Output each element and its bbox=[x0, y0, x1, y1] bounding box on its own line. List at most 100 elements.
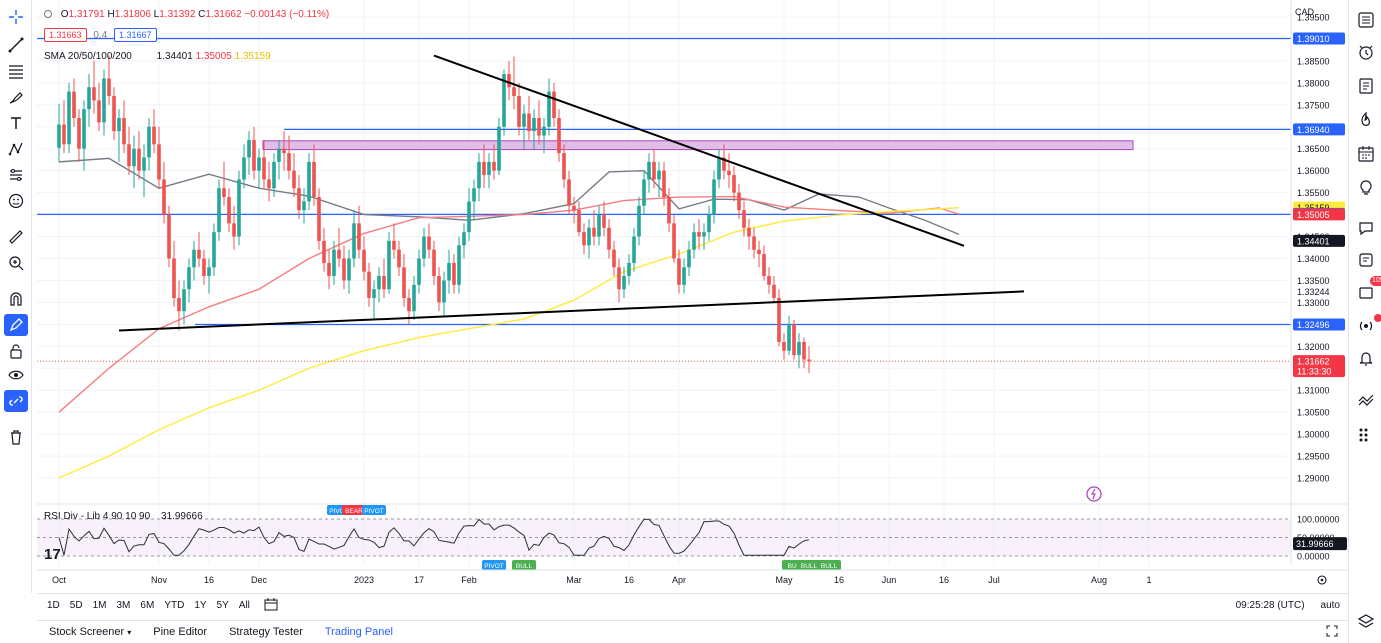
broadcast-icon[interactable] bbox=[1354, 314, 1381, 338]
candle-body bbox=[657, 170, 661, 180]
object-tree-icon[interactable] bbox=[1354, 422, 1378, 446]
candle-body bbox=[547, 91, 551, 127]
calendar-icon[interactable] bbox=[1354, 142, 1378, 166]
candle-body bbox=[707, 214, 711, 233]
clock-time[interactable]: 09:25:28 (UTC) bbox=[1235, 600, 1305, 611]
timeframe-1m[interactable]: 1M bbox=[92, 600, 107, 611]
price-label-box bbox=[1293, 285, 1345, 298]
currency-selector[interactable]: CAD bbox=[1295, 7, 1315, 17]
candle-body bbox=[347, 258, 351, 281]
price-labels: 1.390101.369401.351591.350171.350051.344… bbox=[1293, 32, 1345, 378]
fib-retracement-icon[interactable] bbox=[4, 60, 28, 82]
ideas-stream-icon[interactable] bbox=[1354, 248, 1378, 272]
candle-body bbox=[682, 267, 686, 285]
chat-icon[interactable] bbox=[1354, 216, 1378, 240]
tab-strategy-tester[interactable]: Strategy Tester bbox=[229, 626, 303, 638]
link-icon[interactable] bbox=[4, 390, 28, 412]
pattern-icon[interactable] bbox=[4, 138, 28, 160]
layers-icon[interactable] bbox=[1354, 610, 1378, 634]
legend-visibility-dot[interactable] bbox=[44, 10, 52, 18]
magnet-icon[interactable] bbox=[4, 288, 28, 310]
auto-scale-toggle[interactable]: auto bbox=[1320, 600, 1340, 611]
candle-body bbox=[412, 284, 416, 312]
candle-body bbox=[372, 289, 376, 299]
candle-body bbox=[352, 223, 356, 259]
candle-body bbox=[597, 214, 601, 237]
timeframe-3m[interactable]: 3M bbox=[116, 600, 131, 611]
bid-ask-legend: 1.31663 0.4 1.31667 bbox=[44, 28, 161, 42]
news-icon[interactable] bbox=[1354, 74, 1378, 98]
bell-icon[interactable] bbox=[1354, 346, 1378, 370]
candle-body bbox=[67, 91, 71, 145]
watchlist-icon[interactable] bbox=[1354, 8, 1378, 32]
price-tick-label: 1.29500 bbox=[1297, 452, 1330, 462]
hotlist-icon[interactable] bbox=[1354, 108, 1378, 132]
ideas-lightbulb-icon[interactable] bbox=[1354, 176, 1378, 200]
timeframe-5d[interactable]: 5D bbox=[69, 600, 83, 611]
brush-icon[interactable] bbox=[4, 86, 28, 108]
maximize-panel-icon[interactable] bbox=[1326, 625, 1338, 640]
price-label-text: 1.33244 bbox=[1297, 287, 1330, 297]
lightning-icon[interactable] bbox=[1086, 486, 1102, 502]
time-tick-label: Jul bbox=[988, 575, 1000, 585]
calendar-range-icon[interactable] bbox=[264, 597, 278, 614]
timeframe-5y[interactable]: 5Y bbox=[216, 600, 229, 611]
price-tick-label: 1.30500 bbox=[1297, 408, 1330, 418]
tab-pine-editor[interactable]: Pine Editor bbox=[153, 626, 208, 638]
price-label-text: 1.34401 bbox=[1297, 236, 1330, 246]
crosshair-icon[interactable] bbox=[4, 6, 28, 28]
candle-body bbox=[222, 188, 226, 198]
candle-body bbox=[102, 78, 106, 123]
candle-body bbox=[792, 324, 796, 356]
prediction-icon[interactable] bbox=[4, 164, 28, 186]
lock-icon[interactable] bbox=[4, 340, 28, 362]
ruler-icon[interactable] bbox=[4, 226, 28, 248]
candle-body bbox=[267, 179, 271, 189]
candle-body bbox=[57, 124, 61, 148]
sma100-line bbox=[58, 206, 960, 479]
tradingview-logo-icon: 17 bbox=[44, 546, 61, 563]
timeframe-6m[interactable]: 6M bbox=[140, 600, 155, 611]
candle-body bbox=[62, 124, 66, 145]
timeframe-1d[interactable]: 1D bbox=[47, 600, 60, 611]
zoom-in-icon[interactable] bbox=[4, 252, 28, 274]
tab-stock-screener[interactable]: Stock Screener ▾ bbox=[49, 626, 131, 638]
timeframe-ytd[interactable]: YTD bbox=[164, 600, 185, 611]
stay-in-drawing-mode-icon[interactable] bbox=[4, 314, 28, 336]
timeframe-1y[interactable]: 1Y bbox=[194, 600, 207, 611]
tab-trading-panel[interactable]: Trading Panel bbox=[324, 626, 393, 638]
emoji-icon[interactable] bbox=[4, 190, 28, 212]
price-chart[interactable]: 1.290001.295001.300001.305001.310001.315… bbox=[37, 0, 1348, 593]
candle-body bbox=[302, 201, 306, 211]
rsi-label[interactable]: RSI Div - Lib 4 90 10 90 bbox=[44, 511, 151, 522]
rsi-signal-text: BULL bbox=[516, 563, 533, 570]
price-tick-label: 1.31000 bbox=[1297, 386, 1330, 396]
trend-line-icon[interactable] bbox=[4, 34, 28, 56]
candle-body bbox=[557, 117, 561, 154]
sma50-value: 1.35005 bbox=[195, 51, 232, 62]
rsi-signal-text: PIVOT bbox=[484, 563, 504, 570]
settings-icon[interactable] bbox=[1317, 575, 1327, 585]
eye-icon[interactable] bbox=[4, 364, 28, 386]
candle-body bbox=[472, 188, 476, 202]
sell-price-box[interactable]: 1.31663 bbox=[44, 28, 87, 42]
candle-body bbox=[157, 144, 161, 180]
text-icon[interactable] bbox=[4, 112, 28, 134]
candle-body bbox=[442, 280, 446, 303]
trash-icon[interactable] bbox=[4, 426, 28, 448]
buy-price-box[interactable]: 1.31667 bbox=[114, 28, 157, 42]
price-label-box bbox=[1293, 208, 1345, 221]
candle-body bbox=[147, 126, 151, 158]
alarm-clock-icon[interactable] bbox=[1354, 40, 1378, 64]
rsi-legend: RSI Div - Lib 4 90 10 90 31.99666 bbox=[44, 511, 203, 522]
notifications-icon[interactable]: 1058 bbox=[1354, 276, 1381, 304]
price-tick-label: 1.37500 bbox=[1297, 100, 1330, 110]
timeframe-all[interactable]: All bbox=[238, 600, 250, 611]
data-window-icon[interactable] bbox=[1354, 388, 1378, 412]
price-tick-label: 1.29000 bbox=[1297, 474, 1330, 484]
sma-label[interactable]: SMA 20/50/100/200 bbox=[44, 51, 132, 62]
candle-body bbox=[357, 223, 361, 250]
candle-body bbox=[132, 148, 136, 167]
candle-body bbox=[647, 161, 651, 180]
candle-body bbox=[292, 170, 296, 189]
